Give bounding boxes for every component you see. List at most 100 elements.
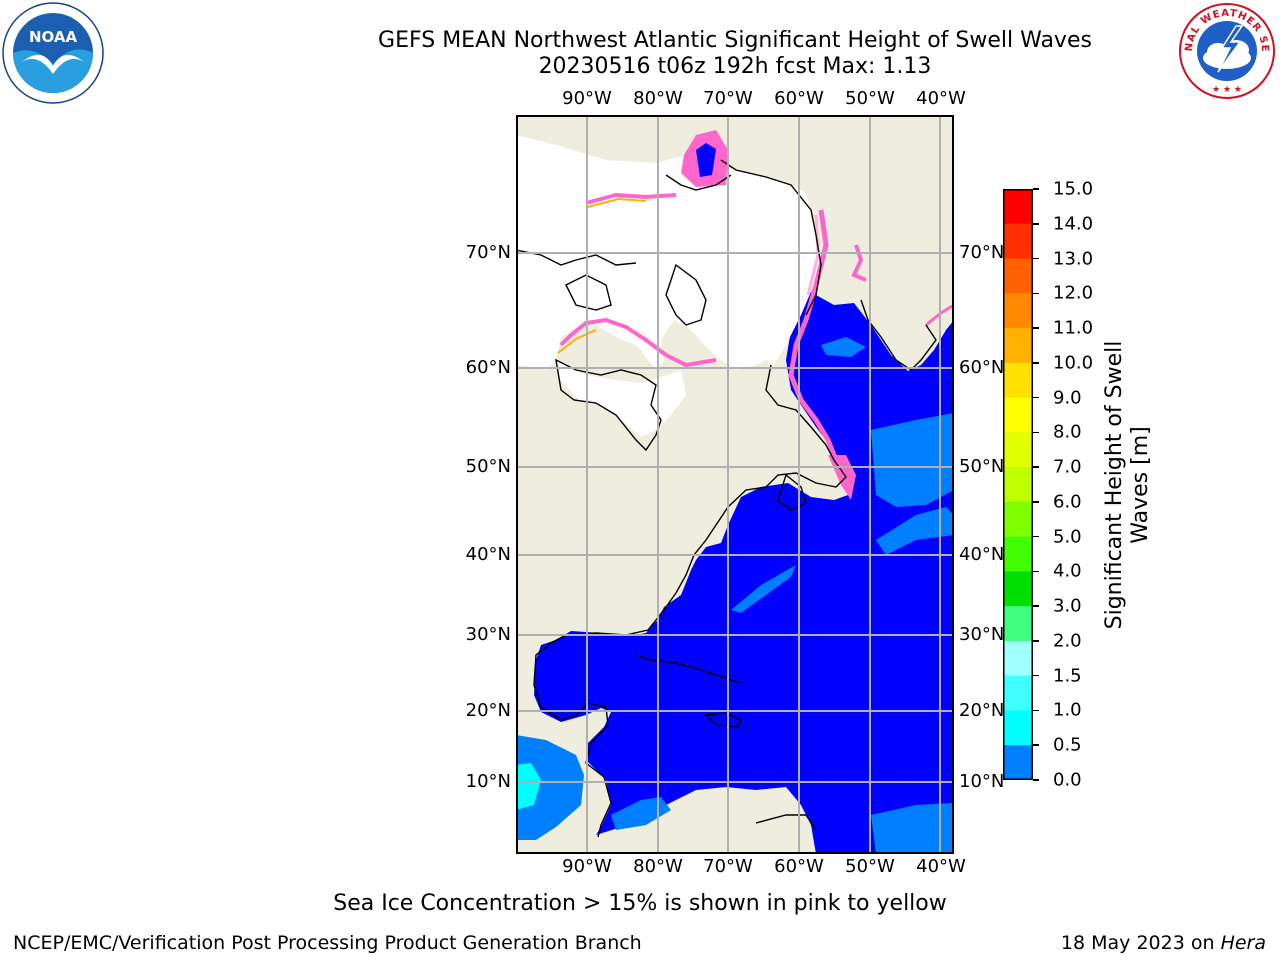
colorbar-tick-label: 6.0 — [1053, 491, 1082, 513]
sea-ice-note: Sea Ice Concentration > 15% is shown in … — [333, 891, 947, 916]
lat-label-right: 20°N — [959, 700, 1005, 721]
colorbar-bin — [1003, 258, 1033, 294]
svg-text:★ ★ ★: ★ ★ ★ — [1212, 85, 1242, 95]
colorbar-bin — [1003, 328, 1033, 364]
graticule — [516, 115, 954, 854]
colorbar-bin — [1003, 710, 1033, 746]
colorbar-bin — [1003, 675, 1033, 711]
colorbar-tick-label: 2.0 — [1053, 630, 1082, 652]
lat-label-left: 30°N — [465, 624, 511, 645]
lon-label-top: 60°W — [774, 88, 824, 109]
lon-label-bottom: 80°W — [633, 856, 683, 877]
colorbar-bin — [1003, 223, 1033, 260]
colorbar-tick-mark — [1033, 744, 1039, 746]
colorbar-bin — [1003, 501, 1033, 538]
lon-label-bottom: 60°W — [774, 856, 824, 877]
colorbar-bin — [1003, 362, 1033, 399]
colorbar-tick-mark — [1033, 709, 1039, 712]
colorbar-bin — [1003, 432, 1033, 468]
colorbar-tick-label: 11.0 — [1053, 317, 1094, 339]
colorbar-tick-mark — [1033, 570, 1039, 573]
colorbar-tick-mark — [1033, 223, 1039, 225]
colorbar-tick-label: 5.0 — [1053, 526, 1082, 548]
lon-label-top: 50°W — [845, 88, 895, 109]
colorbar-tick-mark — [1033, 535, 1039, 538]
national-weather-service-logo: NATIONAL WEATHER SERVICE ★ ★ ★ — [1173, 0, 1276, 100]
lat-label-left: 10°N — [465, 771, 511, 792]
colorbar-bin — [1003, 536, 1033, 572]
colorbar-tick-mark — [1033, 257, 1039, 260]
colorbar-label-line-1: Significant Height of Swell — [1102, 340, 1127, 630]
colorbar-bin — [1003, 467, 1033, 503]
map-frame — [516, 115, 954, 854]
colorbar-bin — [1003, 606, 1033, 642]
colorbar-tick-mark — [1033, 466, 1039, 468]
colorbar-bin — [1003, 397, 1033, 433]
colorbar-tick-label: 0.0 — [1053, 769, 1082, 791]
colorbar-tick-label: 7.0 — [1053, 456, 1082, 478]
map-panel — [516, 115, 954, 854]
lon-label-bottom: 70°W — [703, 856, 753, 877]
noaa-logo-text: NOAA — [29, 28, 78, 46]
colorbar-tick-label: 3.0 — [1053, 595, 1082, 617]
lat-label-left: 50°N — [465, 456, 511, 477]
lat-label-left: 70°N — [465, 242, 511, 263]
colorbar-tick-mark — [1033, 501, 1039, 503]
colorbar-tick-mark — [1033, 188, 1039, 190]
colorbar-tick-mark — [1033, 292, 1039, 295]
colorbar-bin — [1003, 189, 1033, 225]
colorbar-tick-mark — [1033, 431, 1039, 434]
lat-label-right: 60°N — [959, 357, 1005, 378]
footer-credit: NCEP/EMC/Verification Post Processing Pr… — [13, 932, 642, 954]
lon-label-bottom: 40°W — [916, 856, 966, 877]
lat-label-left: 20°N — [465, 700, 511, 721]
lon-label-top: 90°W — [562, 88, 612, 109]
lat-label-right: 40°N — [959, 544, 1005, 565]
noaa-logo: NOAA — [2, 2, 104, 104]
colorbar-bin — [1003, 571, 1033, 607]
lat-label-right: 10°N — [959, 771, 1005, 792]
chart-title: GEFS MEAN Northwest Atlantic Significant… — [300, 28, 1170, 80]
lon-label-bottom: 90°W — [562, 856, 612, 877]
colorbar-tick-mark — [1033, 674, 1039, 677]
colorbar-tick-mark — [1033, 362, 1039, 364]
lon-label-top: 80°W — [633, 88, 683, 109]
lon-label-top: 70°W — [703, 88, 753, 109]
colorbar-frame — [1003, 189, 1033, 780]
lat-label-left: 60°N — [465, 357, 511, 378]
lon-label-bottom: 50°W — [845, 856, 895, 877]
colorbar-tick-label: 0.5 — [1053, 734, 1082, 756]
colorbar-tick-label: 10.0 — [1053, 352, 1094, 374]
lat-label-right: 70°N — [959, 242, 1005, 263]
title-line-2: 20230516 t06z 192h fcst Max: 1.13 — [538, 54, 932, 79]
colorbar-label: Significant Height of Swell Waves [m] — [1102, 315, 1154, 655]
footer-host: Hera — [1220, 932, 1266, 954]
lat-label-left: 40°N — [465, 544, 511, 565]
colorbar-bin — [1003, 640, 1033, 677]
colorbar-tick-mark — [1033, 779, 1039, 781]
lat-label-right: 50°N — [959, 456, 1005, 477]
colorbar-tick-label: 4.0 — [1053, 560, 1082, 582]
colorbar-tick-label: 15.0 — [1053, 178, 1094, 200]
lat-label-right: 30°N — [959, 624, 1005, 645]
colorbar-tick-mark — [1033, 327, 1039, 329]
lon-label-top: 40°W — [916, 88, 966, 109]
colorbar-tick-label: 8.0 — [1053, 421, 1082, 443]
colorbar-label-line-2: Waves [m] — [1128, 426, 1153, 544]
colorbar-tick-label: 14.0 — [1053, 213, 1094, 235]
colorbar-tick-label: 1.5 — [1053, 665, 1082, 687]
colorbar-tick-label: 9.0 — [1053, 387, 1082, 409]
title-line-1: GEFS MEAN Northwest Atlantic Significant… — [378, 28, 1092, 53]
colorbar-tick-label: 13.0 — [1053, 248, 1094, 270]
colorbar-bin — [1003, 293, 1033, 329]
coastlines — [516, 159, 937, 838]
colorbar-bin — [1003, 745, 1033, 780]
colorbar-tick-label: 1.0 — [1053, 699, 1082, 721]
colorbar — [1003, 189, 1033, 780]
colorbar-tick-label: 12.0 — [1053, 282, 1094, 304]
colorbar-tick-mark — [1033, 396, 1039, 399]
footer-date: 18 May 2023 on Hera — [1061, 932, 1266, 954]
footer-date-text: 18 May 2023 on — [1060, 932, 1221, 954]
colorbar-tick-mark — [1033, 605, 1039, 607]
colorbar-tick-mark — [1033, 640, 1039, 642]
